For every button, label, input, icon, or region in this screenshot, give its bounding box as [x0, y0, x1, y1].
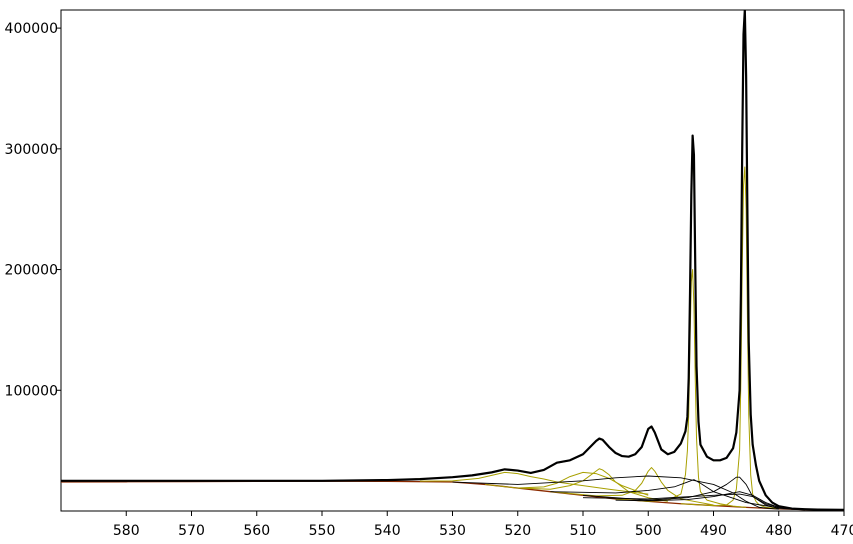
component-series-line-13 [615, 491, 779, 508]
x-axis: 580 570 560 550 540 530 520 510 500 490 480 470 [113, 511, 853, 539]
x-tick-label: 500 [635, 523, 662, 539]
y-tick-label: 200000 [5, 263, 58, 279]
y-tick-label: 400000 [5, 21, 58, 37]
component-series-line-3 [419, 471, 649, 495]
component-series-line-10 [550, 479, 779, 509]
component-series-line-5 [517, 468, 668, 502]
x-tick-label: 580 [113, 523, 140, 539]
component-series-line-8 [680, 166, 779, 510]
component-series-line-7 [615, 269, 747, 508]
y-tick-label: 100000 [5, 383, 58, 399]
x-tick-label: 520 [504, 523, 531, 539]
x-tick-label: 560 [243, 523, 270, 539]
y-tick-label: 300000 [5, 142, 58, 158]
x-tick-label: 570 [178, 523, 205, 539]
x-tick-label: 470 [831, 523, 853, 539]
x-tick-label: 530 [439, 523, 466, 539]
measured-series-line-0 [61, 10, 844, 511]
y-axis: 100000 200000 300000 400000 [5, 21, 61, 399]
x-tick-label: 490 [700, 523, 727, 539]
component-series-line-11 [582, 476, 805, 511]
plot-frame [60, 9, 845, 512]
x-tick-label: 480 [765, 523, 792, 539]
x-tick-label: 510 [570, 523, 597, 539]
component-series-line-6 [550, 467, 714, 506]
series-layer [61, 10, 844, 511]
x-tick-label: 550 [309, 523, 336, 539]
x-tick-label: 540 [374, 523, 401, 539]
